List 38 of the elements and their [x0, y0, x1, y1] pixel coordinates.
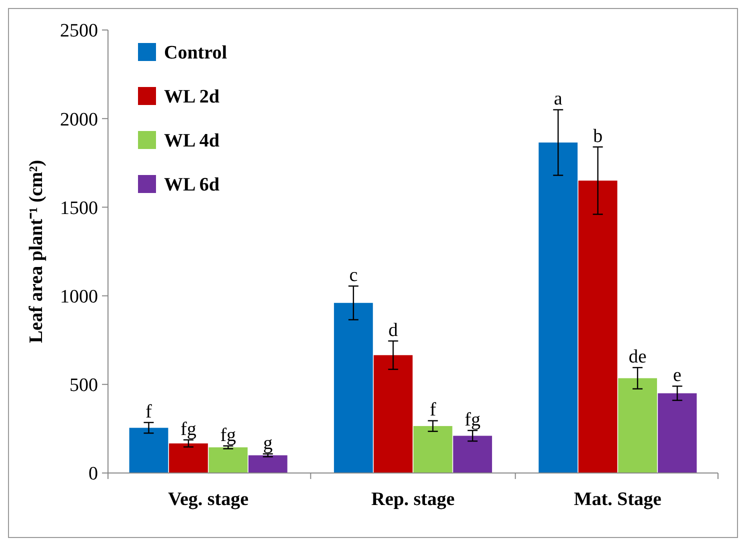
annotation: f: [146, 402, 153, 422]
annotation: d: [388, 320, 398, 341]
annotation: f: [430, 400, 437, 421]
bar: [374, 355, 413, 473]
annotation: c: [349, 265, 358, 286]
x-tick-label: Veg. stage: [168, 489, 249, 510]
x-tick-label: Mat. Stage: [574, 489, 662, 510]
bar: [334, 302, 373, 473]
y-tick-label: 1000: [60, 286, 98, 308]
y-tick-label: 2500: [60, 20, 98, 42]
bar: [168, 443, 208, 473]
bar: [129, 428, 168, 473]
bar: [208, 447, 248, 473]
annotation: e: [673, 365, 682, 386]
bar: [618, 378, 658, 473]
bar: [658, 393, 697, 473]
y-tick-label: 1500: [60, 198, 98, 219]
bar: [578, 180, 618, 473]
bar: [453, 436, 492, 473]
legend-label: Control: [164, 42, 227, 64]
y-tick-label: 2000: [60, 109, 98, 130]
annotation: a: [554, 88, 563, 110]
bar: [538, 142, 578, 473]
y-tick-label: 0: [88, 464, 98, 485]
x-tick-label: Rep. stage: [371, 489, 455, 510]
legend-label: WL 6d: [164, 174, 220, 196]
bar: [413, 426, 452, 473]
annotation: b: [593, 126, 603, 147]
y-tick-label: 500: [70, 375, 98, 396]
annotation: fg: [464, 409, 481, 430]
annotation: de: [628, 346, 647, 368]
annotation: fg: [220, 424, 237, 446]
legend-label: WL 4d: [164, 130, 220, 152]
annotation: fg: [180, 418, 197, 440]
annotation: g: [263, 432, 274, 454]
y-axis-title: Leaf area plant⁻¹ (cm²): [26, 160, 47, 344]
bar: [248, 455, 288, 473]
legend-label: WL 2d: [164, 86, 220, 108]
